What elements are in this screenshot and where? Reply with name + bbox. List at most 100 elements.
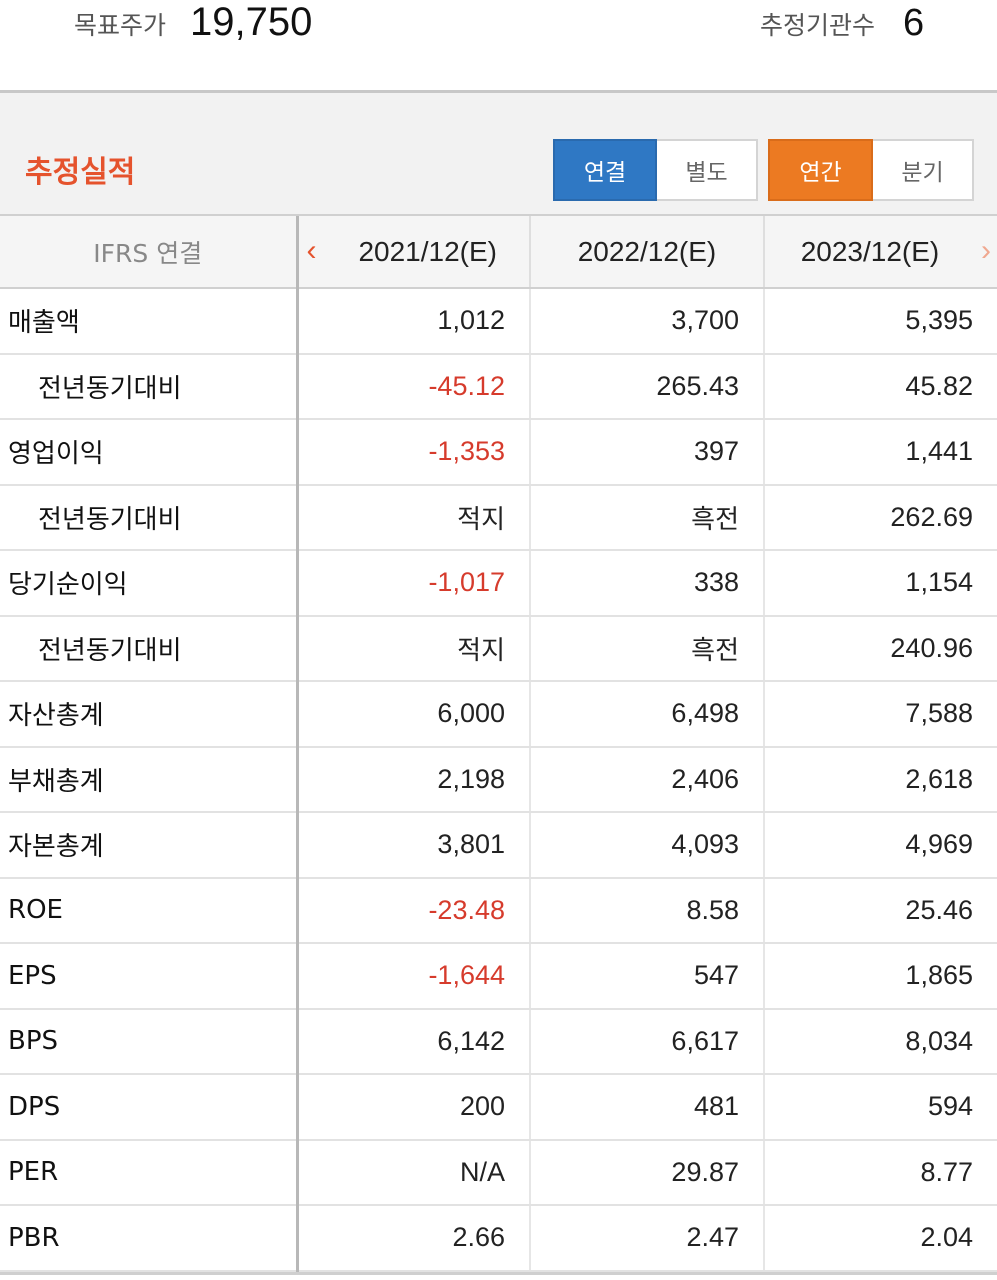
table-cell: 3,700 xyxy=(529,288,764,355)
summary-bar: 목표주가 19,750 추정기관수 6 xyxy=(0,0,997,90)
table-cell: 적지 xyxy=(296,615,530,682)
institution-count-value: 6 xyxy=(903,2,925,44)
table-row: BPS 6,142 6,617 8,034 xyxy=(0,1008,997,1075)
row-label: EPS xyxy=(0,943,299,1010)
bottom-divider xyxy=(0,1272,997,1275)
table-row: 영업이익 -1,353 397 1,441 xyxy=(0,419,997,486)
table-row: DPS 200 481 594 xyxy=(0,1074,997,1141)
table-cell: -1,353 xyxy=(296,419,530,486)
table-cell: 6,142 xyxy=(296,1008,530,1075)
table-row: 부채총계 2,198 2,406 2,618 xyxy=(0,746,997,813)
row-label: BPS xyxy=(0,1008,299,1075)
table-cell: 2.04 xyxy=(763,1205,997,1272)
table-cell: -23.48 xyxy=(296,877,530,944)
table-cell: 흑전 xyxy=(529,615,764,682)
period-header: 2022/12(E) xyxy=(529,216,764,289)
table-cell: 1,012 xyxy=(296,288,530,355)
table-cell: 8.77 xyxy=(763,1139,997,1206)
table-cell: 4,969 xyxy=(763,812,997,879)
row-label: 매출액 xyxy=(0,288,299,355)
row-label: ROE xyxy=(0,877,299,944)
target-price-value: 19,750 xyxy=(190,0,313,44)
table-cell: 흑전 xyxy=(529,484,764,551)
section-title: 추정실적 xyxy=(25,155,136,190)
period-label: 2022/12(E) xyxy=(577,235,717,267)
basis-toggle: 연결 별도 xyxy=(553,139,758,201)
table-cell: 338 xyxy=(529,550,764,617)
table-cell: 200 xyxy=(296,1074,530,1141)
row-label: DPS xyxy=(0,1074,299,1141)
table-cell: 594 xyxy=(763,1074,997,1141)
table-row: 당기순이익 -1,017 338 1,154 xyxy=(0,550,997,617)
table-cell: 2.47 xyxy=(529,1205,764,1272)
period-label: 2021/12(E) xyxy=(358,235,498,267)
table-cell: N/A xyxy=(296,1139,530,1206)
table-cell: 481 xyxy=(529,1074,764,1141)
table-header-row: IFRS 연결 ‹ 2021/12(E) 2022/12(E) 2023/12(… xyxy=(0,216,997,289)
table-cell: -1,644 xyxy=(296,943,530,1010)
table-cell: 4,093 xyxy=(529,812,764,879)
row-label: 영업이익 xyxy=(0,419,299,486)
table-cell: 8,034 xyxy=(763,1008,997,1075)
table-cell: 1,865 xyxy=(763,943,997,1010)
table-cell: -1,017 xyxy=(296,550,530,617)
table-cell: 6,000 xyxy=(296,681,530,748)
table-cell: 29.87 xyxy=(529,1139,764,1206)
table-row: PBR 2.66 2.47 2.04 xyxy=(0,1205,997,1272)
table-row: 전년동기대비 -45.12 265.43 45.82 xyxy=(0,353,997,420)
table-cell: 25.46 xyxy=(763,877,997,944)
table-cell: 2,406 xyxy=(529,746,764,813)
table-cell: 2,618 xyxy=(763,746,997,813)
row-label: 전년동기대비 xyxy=(0,615,299,682)
quarterly-button[interactable]: 분기 xyxy=(873,139,974,201)
row-label: 자산총계 xyxy=(0,681,299,748)
row-label: 전년동기대비 xyxy=(0,353,299,420)
row-label: PER xyxy=(0,1139,299,1206)
table-cell: 1,441 xyxy=(763,419,997,486)
table-cell: 2,198 xyxy=(296,746,530,813)
table-cell: 5,395 xyxy=(763,288,997,355)
table-cell: 547 xyxy=(529,943,764,1010)
table-cell: 8.58 xyxy=(529,877,764,944)
chevron-right-icon[interactable]: › xyxy=(981,234,991,267)
separate-button[interactable]: 별도 xyxy=(657,139,758,201)
table-cell: 7,588 xyxy=(763,681,997,748)
annual-button[interactable]: 연간 xyxy=(768,139,873,201)
row-label: PBR xyxy=(0,1205,299,1272)
table-cell: 3,801 xyxy=(296,812,530,879)
section-header: 추정실적 연결 별도 연간 분기 xyxy=(0,90,997,216)
consolidated-button[interactable]: 연결 xyxy=(553,139,657,201)
table-row: 매출액 1,012 3,700 5,395 xyxy=(0,288,997,355)
table-cell: 6,498 xyxy=(529,681,764,748)
header-label: IFRS 연결 xyxy=(0,216,299,289)
table-cell: 2.66 xyxy=(296,1205,530,1272)
table-cell: 1,154 xyxy=(763,550,997,617)
row-label: 자본총계 xyxy=(0,812,299,879)
row-label: 당기순이익 xyxy=(0,550,299,617)
table-row: 자본총계 3,801 4,093 4,969 xyxy=(0,812,997,879)
table-body: 매출액 1,012 3,700 5,395 전년동기대비 -45.12 265.43 45.8… xyxy=(0,288,997,1272)
table-cell: 262.69 xyxy=(763,484,997,551)
row-label: 부채총계 xyxy=(0,746,299,813)
period-header: ‹ 2021/12(E) xyxy=(296,216,530,289)
period-header: 2023/12(E) › xyxy=(763,216,997,289)
table-cell: 6,617 xyxy=(529,1008,764,1075)
period-label: 2023/12(E) xyxy=(800,235,940,267)
period-toggle: 연간 분기 xyxy=(768,139,974,201)
table-row: PER N/A 29.87 8.77 xyxy=(0,1139,997,1206)
table-cell: 397 xyxy=(529,419,764,486)
table-row: 전년동기대비 적지 흑전 262.69 xyxy=(0,484,997,551)
table-row: 자산총계 6,000 6,498 7,588 xyxy=(0,681,997,748)
table-cell: 45.82 xyxy=(763,353,997,420)
table-cell: 265.43 xyxy=(529,353,764,420)
table-row: 전년동기대비 적지 흑전 240.96 xyxy=(0,615,997,682)
chevron-left-icon[interactable]: ‹ xyxy=(306,234,317,267)
table-row: ROE -23.48 8.58 25.46 xyxy=(0,877,997,944)
table-cell: -45.12 xyxy=(296,353,530,420)
row-label: 전년동기대비 xyxy=(0,484,299,551)
target-price-label: 목표주가 xyxy=(74,11,167,40)
table-row: EPS -1,644 547 1,865 xyxy=(0,943,997,1010)
institution-count-label: 추정기관수 xyxy=(760,11,876,40)
estimates-table: IFRS 연결 ‹ 2021/12(E) 2022/12(E) 2023/12(… xyxy=(0,216,997,1272)
table-cell: 240.96 xyxy=(763,615,997,682)
